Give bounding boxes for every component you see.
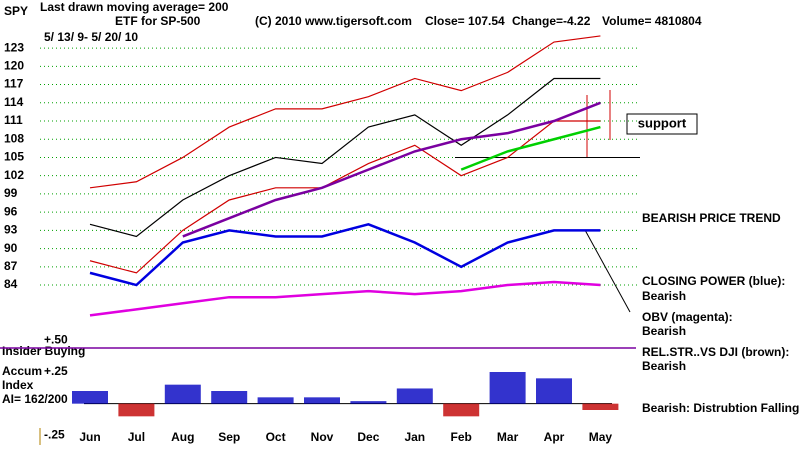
series-line	[89, 280, 601, 317]
x-tick-label: Jan	[404, 430, 425, 444]
bar	[350, 401, 387, 404]
x-tick-label: Mar	[497, 430, 519, 444]
x-tick-label: Jul	[128, 430, 145, 444]
y-tick-label: +.50	[44, 333, 68, 347]
left-label: AI= 162/200	[2, 392, 68, 406]
bar	[536, 378, 572, 404]
change: Change=-4.22	[512, 14, 591, 28]
support-box	[626, 113, 698, 135]
bar	[118, 403, 155, 417]
note: Bearish	[642, 289, 686, 303]
bar	[164, 384, 201, 404]
x-tick-label: Apr	[544, 430, 565, 444]
y-tick-label: 120	[4, 58, 24, 72]
y-tick-label: +.25	[44, 364, 68, 378]
support-label: support	[638, 115, 687, 130]
x-tick-label: Jun	[79, 430, 100, 444]
note: CLOSING POWER (blue):	[642, 274, 785, 288]
y-tick-label: 102	[4, 168, 24, 182]
y-tick-label: 114	[4, 95, 24, 109]
x-tick-label: May	[589, 430, 613, 444]
y-tick-label: 117	[4, 77, 24, 91]
y-tick-label: 93	[4, 223, 18, 237]
x-tick-label: Dec	[357, 430, 379, 444]
bar	[582, 403, 619, 410]
bar	[257, 397, 294, 404]
y-tick-label: 111	[4, 113, 23, 127]
note: Bearish	[642, 359, 686, 373]
y-tick-label: 123	[4, 40, 24, 54]
series-line	[182, 101, 601, 238]
bar	[443, 403, 480, 417]
date-range: 5/ 13/ 9- 5/ 20/ 10	[44, 30, 138, 44]
name: ETF for SP-500	[115, 14, 201, 28]
note: Bearish	[642, 324, 686, 338]
volume: Volume= 4810804	[602, 14, 702, 28]
x-tick-label: Sep	[218, 430, 240, 444]
x-tick-label: Oct	[266, 430, 286, 444]
y-tick-label: 96	[4, 204, 18, 218]
close: Close= 107.54	[425, 14, 505, 28]
bar	[396, 388, 433, 404]
series-line	[89, 222, 601, 287]
x-tick-label: Feb	[451, 430, 472, 444]
series-line	[460, 125, 601, 171]
y-tick-label: 84	[4, 277, 18, 291]
left-label: Index	[2, 378, 34, 392]
note: Bearish: Distrubtion Falling.	[642, 401, 800, 415]
copyright: (C) 2010 www.tigersoft.com	[255, 14, 412, 28]
left-label: Accum	[2, 364, 42, 378]
y-tick-label: 90	[4, 241, 18, 255]
bar	[211, 391, 248, 404]
y-tick-label: 108	[4, 131, 24, 145]
y-tick-label: -.25	[44, 428, 65, 442]
bar	[304, 397, 340, 404]
x-tick-label: Nov	[311, 430, 334, 444]
x-tick-label: Aug	[171, 430, 194, 444]
y-tick-label: 105	[4, 150, 24, 164]
note: REL.STR..VS DJI (brown):	[642, 345, 789, 359]
y-tick-label: 87	[4, 259, 18, 273]
bar	[489, 372, 526, 404]
trend-arrow	[584, 229, 631, 313]
ma-note: Last drawn moving average= 200	[40, 0, 229, 14]
note: BEARISH PRICE TREND	[642, 211, 781, 225]
note: OBV (magenta):	[642, 310, 733, 324]
y-tick-label: 99	[4, 186, 18, 200]
bar	[72, 391, 108, 404]
series-line	[89, 120, 601, 274]
series-line	[89, 35, 601, 189]
symbol: SPY	[4, 4, 28, 18]
series-line	[89, 77, 601, 238]
